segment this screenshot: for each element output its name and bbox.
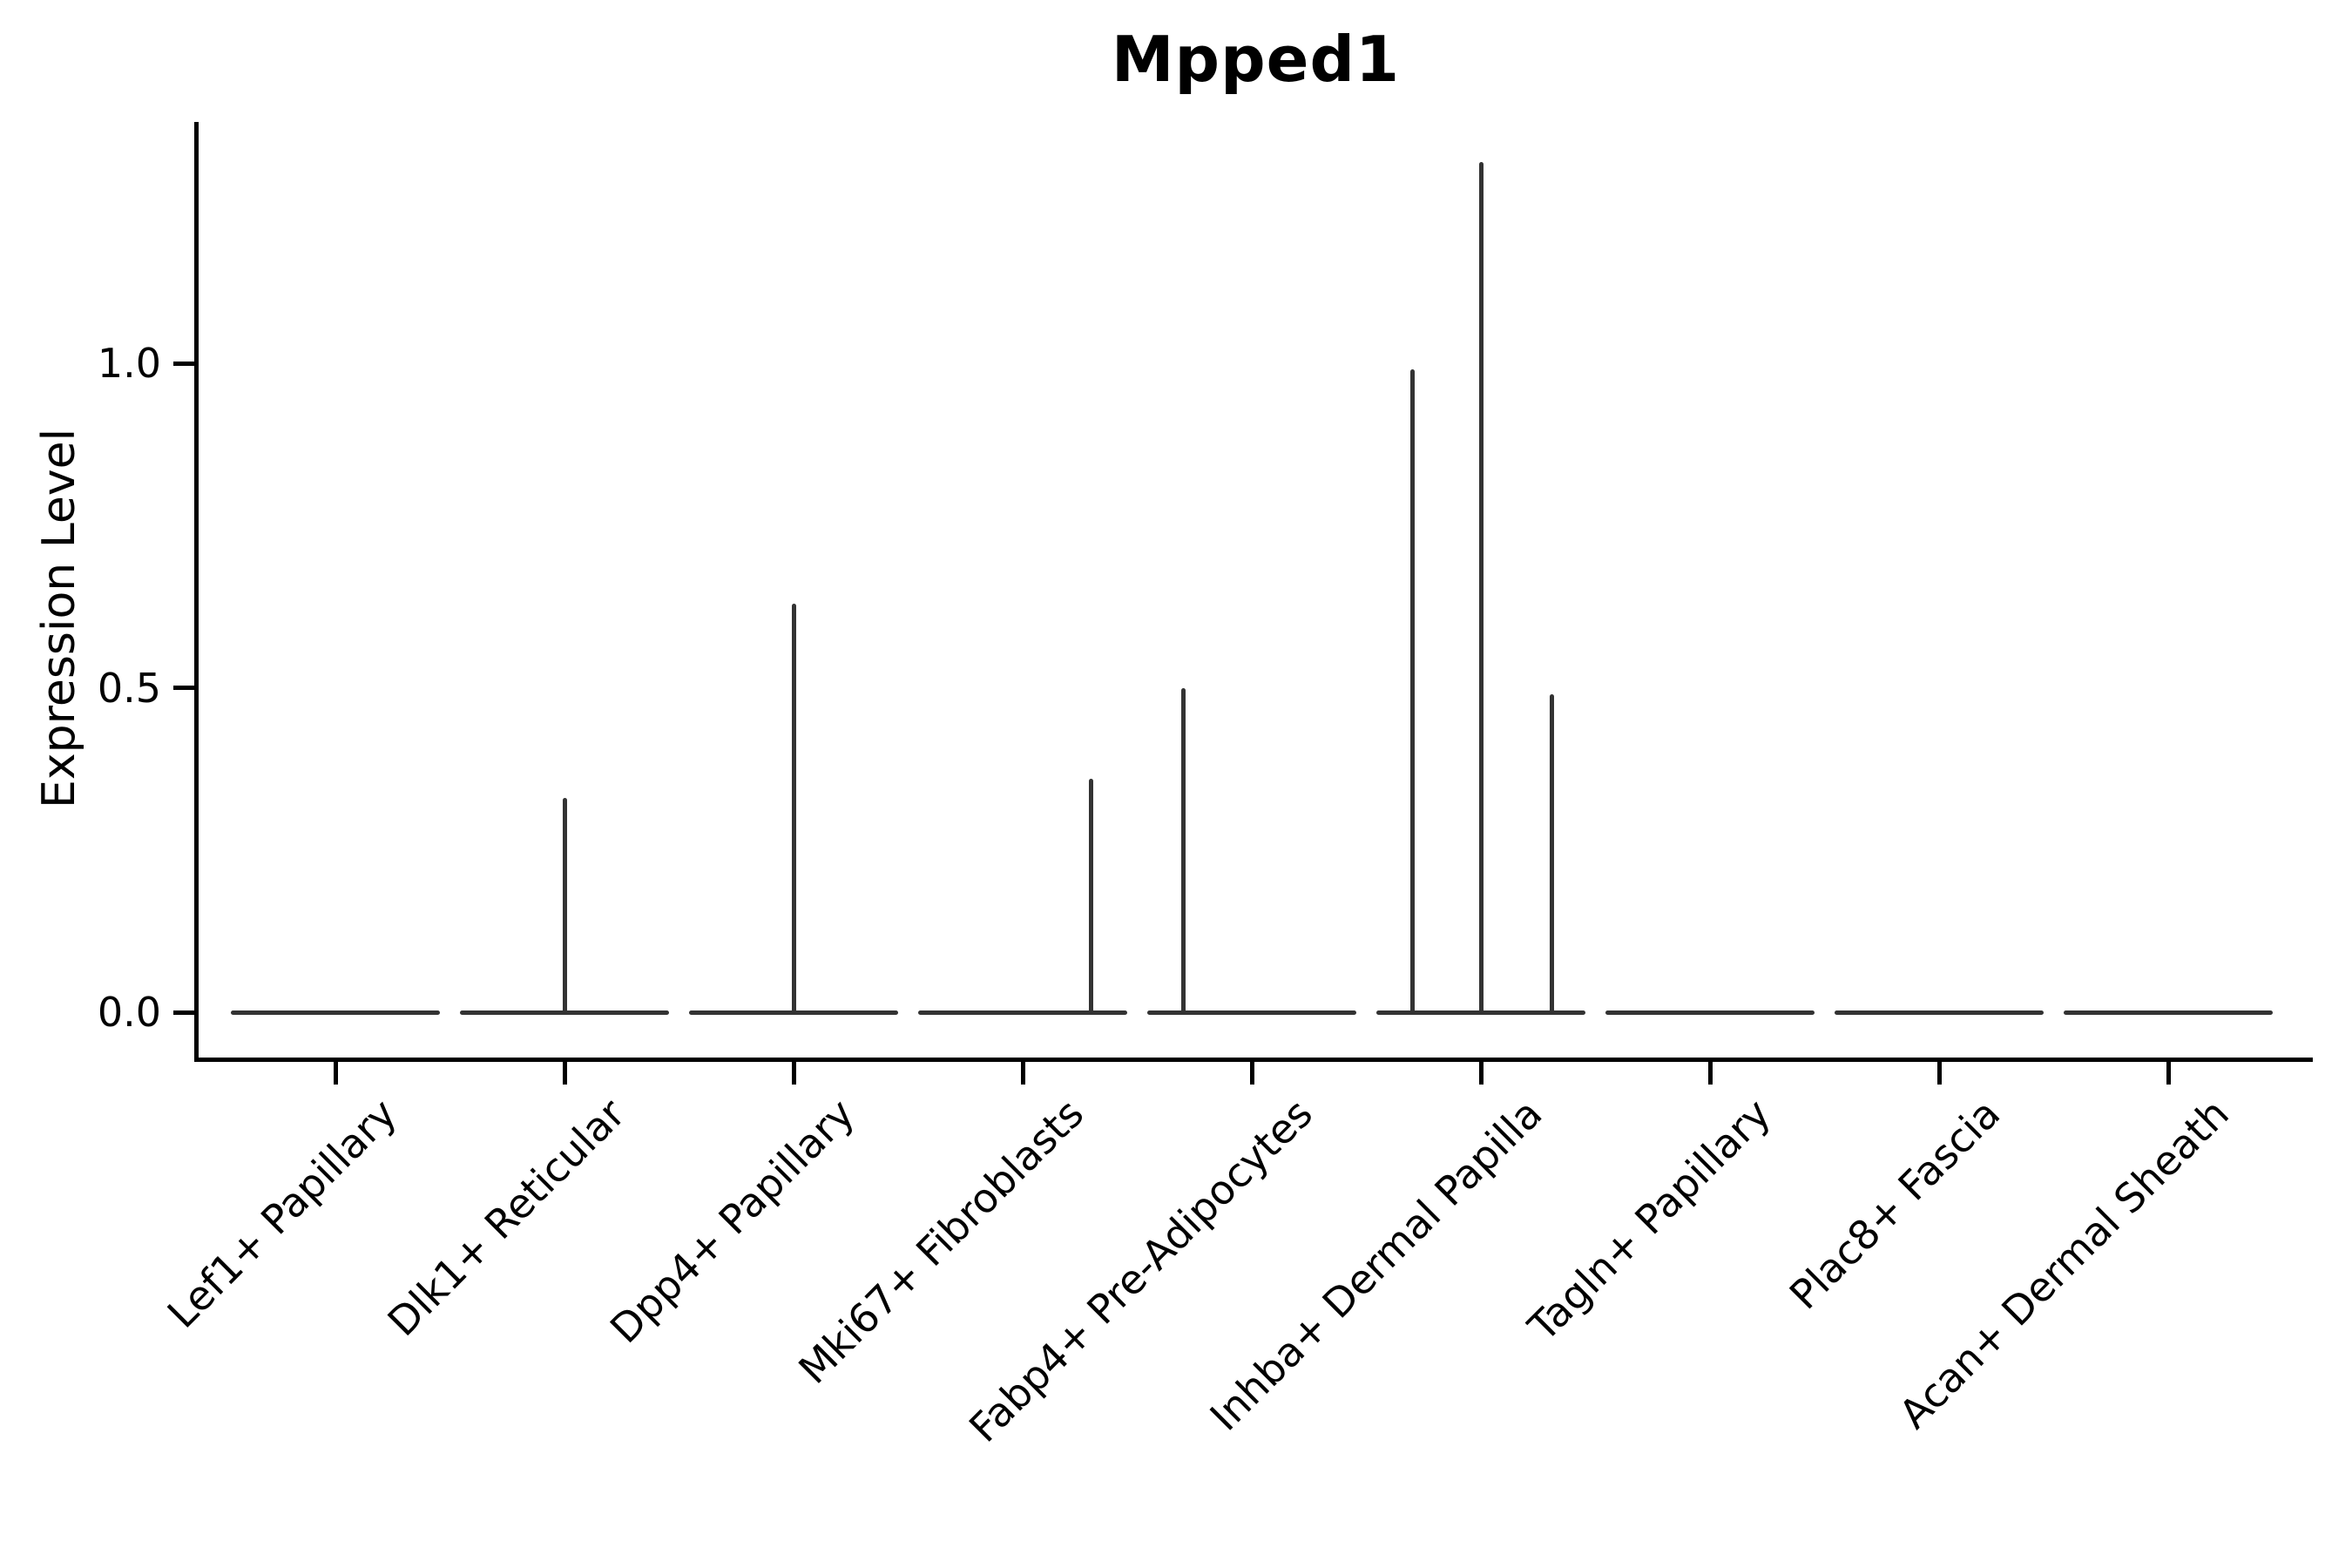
x-axis-spine [194, 1058, 2313, 1062]
violin-max-spike [1478, 162, 1484, 1015]
violin-baseline [918, 1010, 1127, 1015]
x-tick-mark [791, 1062, 796, 1085]
y-tick-label: 0.5 [97, 664, 161, 712]
y-tick-label: 1.0 [97, 340, 161, 387]
violin-max-spike [1089, 778, 1094, 1015]
y-axis-label-box: Expression Level [7, 157, 112, 1080]
violin-max-spike [1550, 693, 1555, 1015]
y-tick-mark [173, 1010, 194, 1015]
chart-title: Mpped1 [1111, 23, 1401, 96]
x-tick-mark [562, 1062, 567, 1085]
violin-baseline [231, 1010, 440, 1015]
x-tick-mark [2166, 1062, 2171, 1085]
x-tick-mark [1249, 1062, 1254, 1085]
x-tick-label: Dpp4+ Papillary [600, 1090, 864, 1353]
violin-max-spike [1180, 687, 1186, 1015]
x-tick-mark [333, 1062, 338, 1085]
x-tick-label: Plac8+ Fascia [1780, 1090, 2010, 1319]
x-tick-label: Dlk1+ Reticular [378, 1090, 635, 1346]
y-axis-spine [194, 122, 199, 1062]
y-tick-mark [173, 361, 194, 366]
x-tick-mark [1020, 1062, 1025, 1085]
violin-baseline [2064, 1010, 2273, 1015]
violin-baseline [1835, 1010, 2044, 1015]
x-tick-label: Tagln+ Papillary [1519, 1090, 1781, 1350]
x-tick-mark [1478, 1062, 1484, 1085]
x-tick-mark [1936, 1062, 1942, 1085]
x-tick-mark [1707, 1062, 1713, 1085]
violin-baseline [1147, 1010, 1356, 1015]
y-tick-label: 0.0 [97, 989, 161, 1036]
violin-max-spike [562, 798, 567, 1015]
y-axis-label: Expression Level [33, 428, 85, 809]
x-tick-label: Lef1+ Papillary [158, 1090, 406, 1337]
violin-max-spike [1409, 369, 1415, 1015]
y-tick-mark [173, 686, 194, 690]
violin-max-spike [791, 603, 796, 1015]
violin-baseline [1605, 1010, 1815, 1015]
